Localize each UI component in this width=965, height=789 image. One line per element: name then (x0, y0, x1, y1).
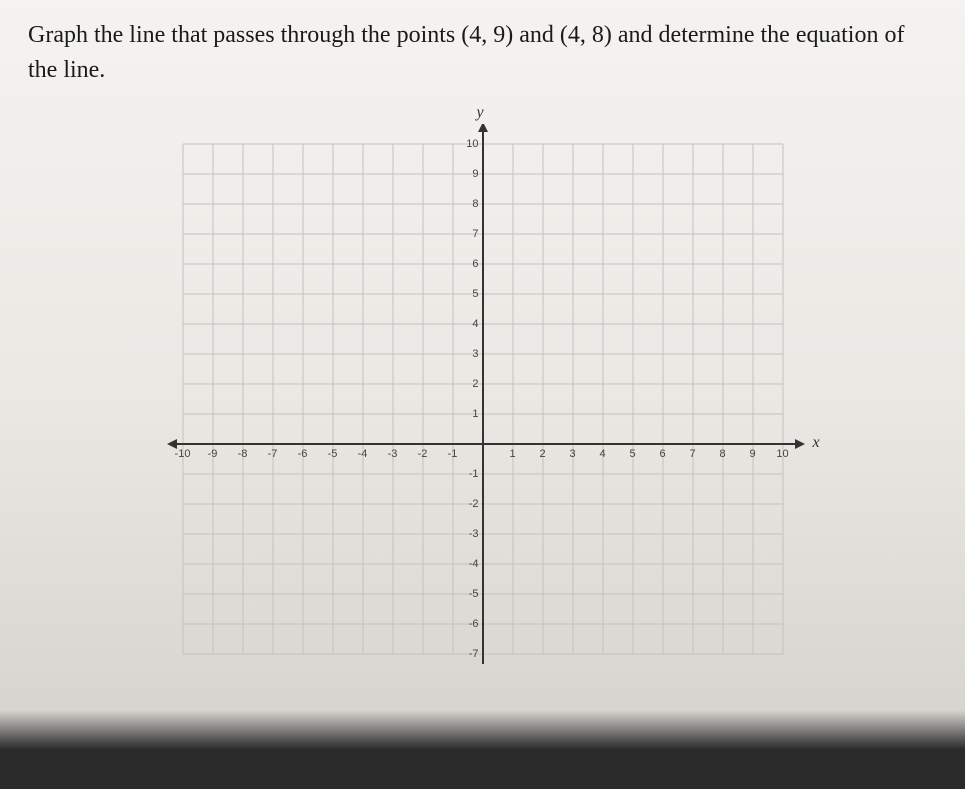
tick-label: -1 (443, 448, 463, 460)
question-mid: and (513, 22, 560, 48)
tick-label: -2 (455, 498, 479, 510)
coordinate-plane: y x -10-9-8-7-6-5-4-3-2-1123456789101234… (133, 124, 833, 724)
tick-label: 6 (455, 258, 479, 270)
point-1: (4, 9) (461, 22, 513, 48)
tick-label: 7 (683, 448, 703, 460)
tick-label: -5 (455, 588, 479, 600)
tick-label: 8 (455, 198, 479, 210)
tick-label: 5 (455, 288, 479, 300)
question-prefix: Graph the line that passes through the p… (28, 22, 461, 48)
tick-label: -6 (455, 618, 479, 630)
tick-label: -8 (233, 448, 253, 460)
tick-label: 9 (455, 168, 479, 180)
tick-label: 3 (563, 448, 583, 460)
question-text: Graph the line that passes through the p… (0, 0, 965, 96)
tick-label: 4 (455, 318, 479, 330)
tick-label: 3 (455, 348, 479, 360)
tick-label: -10 (173, 448, 193, 460)
tick-label: -4 (353, 448, 373, 460)
tick-label: 1 (455, 408, 479, 420)
grid-svg (133, 124, 833, 724)
y-axis-label: y (477, 104, 484, 122)
tick-label: 2 (533, 448, 553, 460)
tick-label: 2 (455, 378, 479, 390)
tick-label: -2 (413, 448, 433, 460)
tick-label: 10 (455, 138, 479, 150)
tick-label: -1 (455, 468, 479, 480)
tick-label: -7 (263, 448, 283, 460)
tick-label: 8 (713, 448, 733, 460)
tick-label: -9 (203, 448, 223, 460)
x-axis-label: x (813, 434, 820, 452)
tick-label: 10 (773, 448, 793, 460)
tick-label: 7 (455, 228, 479, 240)
tick-label: 1 (503, 448, 523, 460)
tick-label: -3 (383, 448, 403, 460)
tick-label: 6 (653, 448, 673, 460)
point-2: (4, 8) (560, 22, 612, 48)
tick-label: -5 (323, 448, 343, 460)
tick-label: -4 (455, 558, 479, 570)
tick-label: 9 (743, 448, 763, 460)
tick-label: -7 (455, 648, 479, 660)
tick-label: 4 (593, 448, 613, 460)
tick-label: -6 (293, 448, 313, 460)
tick-label: 5 (623, 448, 643, 460)
tick-label: -3 (455, 528, 479, 540)
